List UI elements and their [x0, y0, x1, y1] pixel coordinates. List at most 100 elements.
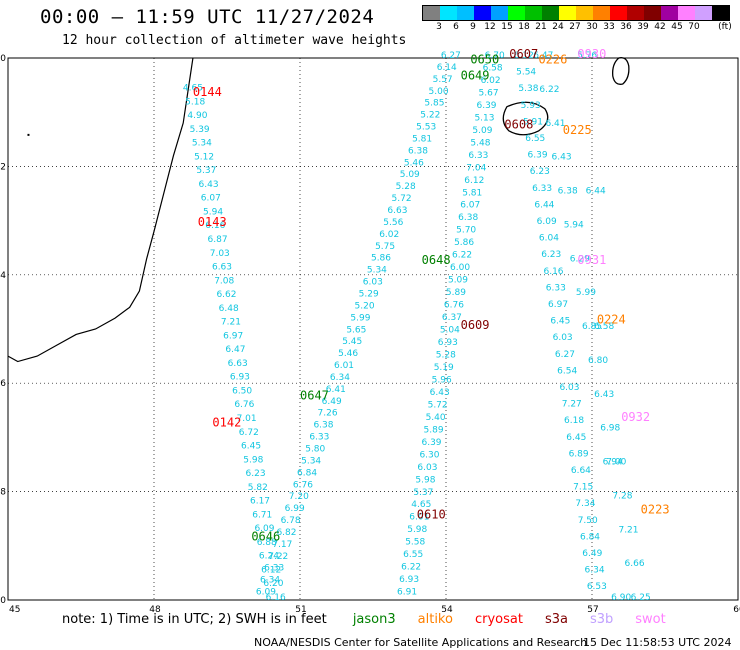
- colorbar-label: 18: [518, 22, 530, 32]
- swh-value: 6.89: [569, 449, 589, 459]
- swh-value: 6.50: [232, 386, 252, 396]
- colorbar-swatch: [525, 6, 542, 20]
- swh-value: 6.12: [464, 176, 484, 186]
- swh-value: 5.00: [429, 87, 449, 97]
- swh-value: 5.46: [404, 158, 424, 168]
- swh-value: 7.21: [221, 318, 241, 328]
- colorbar-label: 33: [603, 22, 615, 32]
- swh-value: 5.57: [433, 75, 453, 85]
- swh-value: 6.29: [570, 254, 590, 264]
- swh-value: 7.34: [575, 499, 595, 509]
- swh-value: 6.93: [399, 575, 419, 585]
- swh-value: 6.43: [594, 390, 614, 400]
- swh-value: 7.20: [289, 492, 309, 502]
- swh-value: 6.23: [541, 250, 561, 260]
- pass-time-label: 0144: [193, 85, 222, 99]
- swh-value: 6.34: [260, 576, 280, 586]
- satellite-legend: jason3 altiko cryosat s3a s3b swot: [331, 612, 666, 627]
- colorbar-swatch: [712, 6, 729, 20]
- swh-value: 6.82: [276, 528, 296, 538]
- swh-value: 5.85: [424, 99, 444, 109]
- colorbar-swatch: [661, 6, 678, 20]
- swh-value: 5.86: [371, 254, 391, 264]
- swh-value: 6.99: [285, 504, 305, 514]
- swh-value: 6.70: [485, 51, 505, 61]
- swh-value: 5.48: [470, 138, 490, 148]
- swh-value: 6.88: [257, 538, 277, 548]
- swh-value: 5.94: [564, 220, 584, 230]
- swh-value: 6.43: [430, 388, 450, 398]
- colorbar-label: 27: [569, 22, 581, 32]
- swh-value: 5.70: [456, 226, 476, 236]
- swh-value: 5.81: [412, 134, 432, 144]
- swh-value: 6.93: [438, 338, 458, 348]
- swh-value: 6.43: [199, 180, 219, 190]
- swh-value: 5.12: [194, 152, 214, 162]
- colorbar-swatch: [678, 6, 695, 20]
- swh-value: 5.76: [577, 51, 597, 61]
- swh-value: 5.82: [248, 483, 268, 493]
- colorbar-swatch: [559, 6, 576, 20]
- swh-value: 6.44: [534, 200, 554, 210]
- swh-value: 5.37: [196, 166, 216, 176]
- lon-tick-label: 60: [733, 605, 740, 615]
- colorbar-swatch: [440, 6, 457, 20]
- swh-value: 6.93: [230, 373, 250, 383]
- swh-value: 6.76: [234, 400, 254, 410]
- colorbar-label: 24: [552, 22, 564, 32]
- swh-value: 5.98: [407, 525, 427, 535]
- swh-value: 5.91: [523, 117, 543, 127]
- legend-cryosat: cryosat: [474, 612, 523, 627]
- swh-value: 5.22: [420, 111, 440, 121]
- swh-value: 6.90: [611, 593, 631, 603]
- swh-value: 5.72: [392, 194, 412, 204]
- swh-value: 6.33: [532, 184, 552, 194]
- pass-time-label: 0607: [509, 47, 538, 61]
- lon-tick-label: 57: [587, 605, 598, 615]
- swh-value: 6.98: [600, 424, 620, 434]
- swh-value: 7.27: [562, 400, 582, 410]
- pass-time-label: 0225: [563, 123, 592, 137]
- colorbar-label: 9: [470, 22, 476, 32]
- swh-value: 7.26: [318, 409, 338, 419]
- swh-value: 7.08: [214, 276, 234, 286]
- swh-value: 6.01: [334, 361, 354, 371]
- swh-value: 6.16: [266, 593, 286, 603]
- swh-value: 6.22: [452, 251, 472, 261]
- pass-time-label: 0647: [300, 388, 329, 402]
- lon-tick-label: 45: [9, 605, 20, 615]
- madagascar-coastline: [7, 57, 194, 363]
- mauritius-island: [611, 57, 630, 85]
- swh-value: 5.65: [346, 325, 366, 335]
- swh-value: 6.12: [261, 565, 281, 575]
- pass-time-label: 0223: [641, 502, 670, 516]
- swh-value: 6.30: [419, 450, 439, 460]
- swh-value: 6.02: [379, 230, 399, 240]
- swh-value: 6.87: [208, 235, 228, 245]
- swh-value: 5.75: [375, 242, 395, 252]
- swh-value: 7.03: [210, 249, 230, 259]
- swh-value: 6.22: [539, 85, 559, 95]
- swh-value: 6.00: [450, 263, 470, 273]
- lat-tick-label: -24: [0, 271, 6, 281]
- colorbar-label: 15: [501, 22, 513, 32]
- swh-value: 6.55: [525, 134, 545, 144]
- note-line: note: 1) Time is in UTC; 2) SWH is in fe…: [62, 612, 666, 627]
- lat-tick-label: -28: [0, 488, 6, 498]
- colorbar-label: 21: [535, 22, 547, 32]
- swh-value: 6.84: [580, 532, 600, 542]
- swh-value: 5.89: [424, 425, 444, 435]
- swh-value: 6.37: [442, 313, 462, 323]
- swh-value: 5.39: [190, 125, 210, 135]
- swh-value: 6.97: [548, 300, 568, 310]
- colorbar-swatch: [491, 6, 508, 20]
- swh-value: 6.94: [603, 458, 623, 468]
- swh-value: 5.99: [350, 313, 370, 323]
- swh-value: 7.50: [578, 516, 598, 526]
- swh-value: 5.58: [405, 538, 425, 548]
- reunion-island: [502, 101, 549, 136]
- swh-value: 6.09: [256, 588, 276, 598]
- swh-value: 6.20: [263, 579, 283, 589]
- swh-value: 5.34: [367, 266, 387, 276]
- map-frame: [7, 57, 739, 601]
